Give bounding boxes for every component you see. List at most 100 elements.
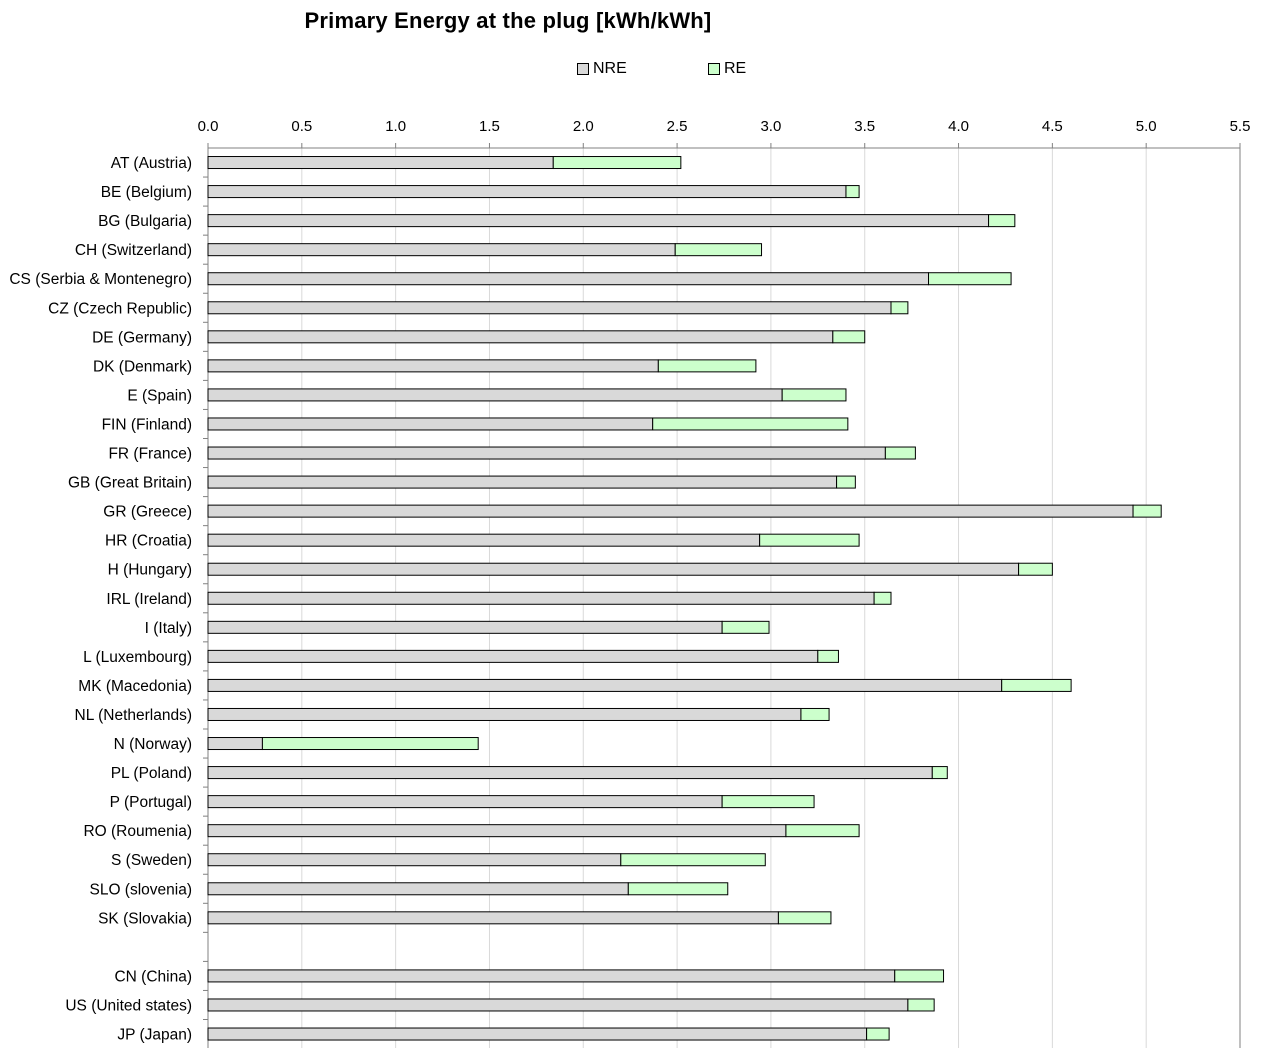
bar-re [781, 388, 847, 402]
bar-nre [207, 649, 819, 663]
bar-re [907, 998, 935, 1012]
x-tick-label: 4.0 [948, 118, 969, 135]
bar-re [785, 824, 860, 838]
category-label: GR (Greece) [103, 504, 192, 521]
bar-re [931, 766, 948, 780]
bar-nre [207, 998, 909, 1012]
legend-swatch-nre [577, 63, 589, 75]
legend-item-re: RE [708, 60, 746, 78]
bar-re [800, 707, 830, 721]
category-label: L (Luxembourg) [83, 649, 192, 666]
x-tick-label: 0.5 [291, 118, 312, 135]
category-label: PL (Poland) [111, 765, 192, 782]
bar-re [988, 214, 1016, 228]
bar-re [832, 330, 866, 344]
bar-nre [207, 185, 847, 199]
bar-re [652, 417, 849, 431]
bar-nre [207, 766, 933, 780]
bar-nre [207, 911, 779, 925]
bar-nre [207, 156, 554, 170]
category-label: AT (Austria) [111, 155, 192, 172]
bar-re [1132, 504, 1162, 518]
x-tick-label: 3.5 [854, 118, 875, 135]
bar-nre [207, 620, 723, 634]
x-tick-label: 2.0 [573, 118, 594, 135]
bar-nre [207, 475, 838, 489]
bar-nre [207, 214, 990, 228]
category-label: SK (Slovakia) [98, 910, 192, 927]
bar-nre [207, 504, 1134, 518]
bar-nre [207, 795, 723, 809]
legend: NRE RE [0, 60, 1265, 80]
chart-title: Primary Energy at the plug [kWh/kWh] [304, 8, 712, 33]
x-tick-label: 5.0 [1136, 118, 1157, 135]
x-tick-label: 4.5 [1042, 118, 1063, 135]
x-tick-label: 1.0 [385, 118, 406, 135]
category-label: H (Hungary) [108, 562, 192, 579]
bar-nre [207, 301, 892, 315]
bar-re [620, 853, 766, 867]
category-label: GB (Great Britain) [68, 475, 192, 492]
category-label: CS (Serbia & Montenegro) [9, 271, 192, 288]
bar-nre [207, 562, 1020, 576]
category-label: E (Spain) [127, 387, 192, 404]
bar-re [836, 475, 856, 489]
category-label: P (Portugal) [110, 794, 192, 811]
bar-re [1001, 678, 1072, 692]
category-label: IRL (Ireland) [106, 591, 192, 608]
bar-re [928, 272, 1012, 286]
bar-re [845, 185, 860, 199]
category-label: N (Norway) [114, 736, 192, 753]
bar-nre [207, 737, 263, 751]
x-tick-label: 3.0 [760, 118, 781, 135]
legend-label-re: RE [724, 60, 747, 77]
bar-nre [207, 359, 659, 373]
bar-re [884, 446, 916, 460]
bar-nre [207, 388, 783, 402]
legend-swatch-re [708, 63, 720, 75]
category-label: DK (Denmark) [93, 358, 192, 375]
bar-re [759, 533, 860, 547]
x-tick-label: 0.0 [198, 118, 219, 135]
bar-re [674, 243, 763, 257]
bar-re [552, 156, 682, 170]
category-label: BE (Belgium) [101, 184, 192, 201]
bar-re [627, 882, 729, 896]
bar-nre [207, 533, 761, 547]
category-label: RO (Roumenia) [83, 823, 192, 840]
category-label: SLO (slovenia) [89, 881, 192, 898]
bar-nre [207, 591, 875, 605]
bar-nre [207, 678, 1003, 692]
bar-nre [207, 707, 802, 721]
bar-re [261, 737, 479, 751]
category-label: NL (Netherlands) [75, 707, 192, 724]
bar-nre [207, 272, 930, 286]
bar-nre [207, 882, 629, 896]
bar-re [817, 649, 839, 663]
bar-nre [207, 969, 896, 983]
bar-re [894, 969, 945, 983]
x-tick-label: 5.5 [1230, 118, 1251, 135]
category-label: FIN (Finland) [102, 416, 192, 433]
category-label: BG (Bulgaria) [98, 213, 192, 230]
category-label: CH (Switzerland) [75, 242, 192, 259]
bar-re [777, 911, 832, 925]
bar-re [657, 359, 757, 373]
category-label: US (United states) [65, 997, 192, 1014]
category-label: CN (China) [114, 968, 192, 985]
bar-re [890, 301, 909, 315]
category-label: I (Italy) [145, 620, 192, 637]
bar-re [721, 795, 815, 809]
legend-item-nre: NRE [577, 60, 627, 78]
x-tick-label: 1.5 [479, 118, 500, 135]
category-label: FR (France) [108, 446, 192, 463]
bar-nre [207, 417, 654, 431]
category-label: HR (Croatia) [105, 533, 192, 550]
legend-label-nre: NRE [593, 60, 627, 77]
bar-nre [207, 330, 834, 344]
category-label: DE (Germany) [92, 329, 192, 346]
bar-nre [207, 446, 886, 460]
x-tick-label: 2.5 [667, 118, 688, 135]
bar-re [873, 591, 892, 605]
